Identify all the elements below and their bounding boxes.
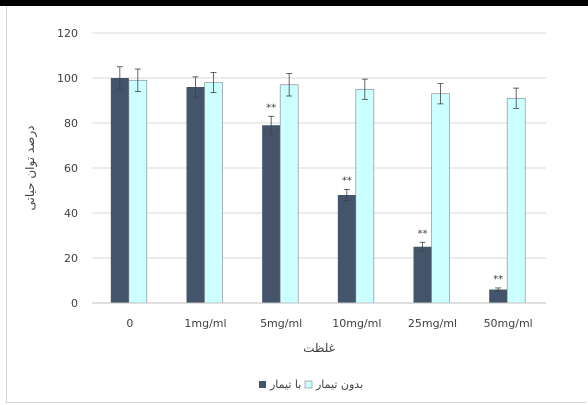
y-axis-title: درصد توان حیاتی [23,126,38,211]
error-bars [116,66,520,292]
bar-treated [186,87,205,303]
y-tick-label: 120 [57,27,78,40]
x-tick-label: 50mg/ml [484,317,533,330]
bar-treated [262,125,281,303]
y-tick-label: 40 [64,207,78,220]
bar-treated [337,195,356,303]
bars [110,78,526,304]
legend-item: با تیمار [259,378,301,391]
y-tick-label: 80 [64,117,78,130]
error-bar [134,68,141,92]
chart-frame [6,6,586,403]
bar-untreated [204,82,223,304]
bar-treated [489,289,508,303]
significance-label: ** [266,102,276,113]
error-bar [210,71,217,94]
error-bar [419,241,426,252]
bar-untreated [279,84,299,304]
significance-label: ** [342,175,352,186]
error-bar [495,287,502,292]
error-bar [513,87,520,109]
gridlines [92,32,546,259]
bar-treated [110,78,129,303]
bar-untreated [128,79,148,304]
error-bar [343,188,350,202]
error-bar [286,73,293,97]
x-tick-label: 0 [126,317,133,330]
significance-label: ** [418,228,428,239]
bar-untreated [506,97,526,304]
legend-swatch [304,380,313,389]
error-bar [268,115,275,135]
legend-label: بدون تیمار [315,378,363,391]
error-bar [116,66,123,90]
x-tick-label: 25mg/ml [408,317,457,330]
bar-untreated [355,88,375,304]
legend: با تیمار بدون تیمار [259,378,363,391]
y-axis-ticks: 0 20 40 60 80 100 120 [57,27,78,310]
significance-label: ** [493,274,503,285]
bar-treated [413,246,432,303]
error-bar [437,83,444,105]
y-tick-label: 100 [57,72,78,85]
y-tick-label: 60 [64,162,78,175]
error-bar [361,78,368,100]
y-tick-label: 20 [64,252,78,265]
x-tick-label: 10mg/ml [332,317,381,330]
error-bar [192,76,199,98]
x-tick-label: 1mg/ml [184,317,226,330]
legend-label: با تیمار [269,378,301,391]
bar-untreated [431,93,450,304]
x-axis-title: غلظت [303,341,335,355]
top-border-strip [0,0,588,6]
x-axis-ticks: 0 1mg/ml 5mg/ml 10mg/ml 25mg/ml 50mg/ml [126,317,532,330]
legend-item: بدون تیمار [304,378,363,391]
legend-swatch [259,381,266,388]
y-tick-label: 0 [71,297,78,310]
significance-marks: ** ** ** ** [266,102,503,285]
x-tick-label: 5mg/ml [260,317,302,330]
